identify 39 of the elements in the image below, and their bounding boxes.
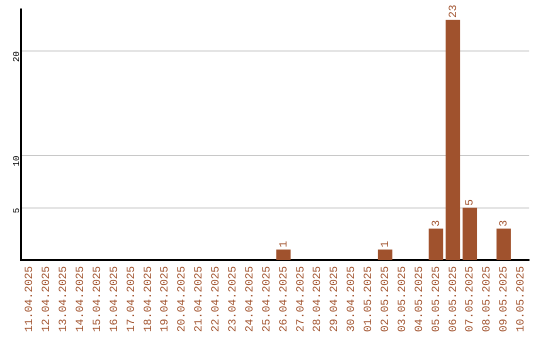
- x-tick-label: 15.04.2025: [92, 266, 104, 332]
- y-tick-label: 20: [12, 51, 22, 62]
- x-tick-label: 21.04.2025: [194, 266, 206, 332]
- x-tick-label: 25.04.2025: [261, 266, 274, 332]
- data-label: 23: [448, 4, 460, 18]
- x-tick-label: 20.04.2025: [176, 266, 189, 332]
- x-tick-label: 07.05.2025: [464, 266, 477, 332]
- x-tick-label: 04.05.2025: [414, 266, 426, 332]
- data-label: 3: [430, 220, 443, 227]
- x-tick-label: 16.04.2025: [108, 266, 121, 332]
- data-label: 5: [464, 199, 477, 206]
- x-tick-label: 26.04.2025: [278, 266, 290, 332]
- x-tick-label: 03.05.2025: [396, 266, 409, 332]
- data-label: 1: [380, 240, 392, 248]
- x-tick-label: 11.04.2025: [24, 266, 36, 332]
- x-tick-label: 08.05.2025: [482, 266, 494, 332]
- data-label: 3: [498, 220, 511, 227]
- x-tick-label: 22.04.2025: [210, 266, 223, 332]
- x-tick-label: 28.04.2025: [312, 266, 324, 332]
- x-tick-label: 17.04.2025: [126, 266, 138, 332]
- data-label: 1: [278, 240, 290, 248]
- x-tick-label: 23.04.2025: [228, 266, 240, 332]
- x-tick-label: 14.04.2025: [75, 266, 88, 332]
- y-tick-label: 5: [12, 208, 22, 214]
- x-tick-label: 24.04.2025: [244, 266, 256, 332]
- x-tick-label: 19.04.2025: [160, 266, 172, 332]
- x-tick-label: 13.04.2025: [58, 266, 70, 332]
- x-tick-label: 02.05.2025: [380, 266, 392, 332]
- x-tick-label: 27.04.2025: [295, 266, 308, 332]
- x-tick-label: 10.05.2025: [516, 266, 528, 332]
- x-tick-label: 09.05.2025: [498, 266, 511, 332]
- x-tick-label: 18.04.2025: [142, 266, 155, 332]
- x-tick-label: 30.04.2025: [346, 266, 358, 332]
- x-tick-label: 12.04.2025: [41, 266, 54, 332]
- y-tick-label: 10: [12, 156, 22, 166]
- x-tick-label: 06.05.2025: [448, 266, 460, 332]
- x-tick-label: 05.05.2025: [430, 266, 443, 332]
- x-tick-label: 29.04.2025: [329, 266, 342, 332]
- x-tick-label: 01.05.2025: [363, 266, 376, 332]
